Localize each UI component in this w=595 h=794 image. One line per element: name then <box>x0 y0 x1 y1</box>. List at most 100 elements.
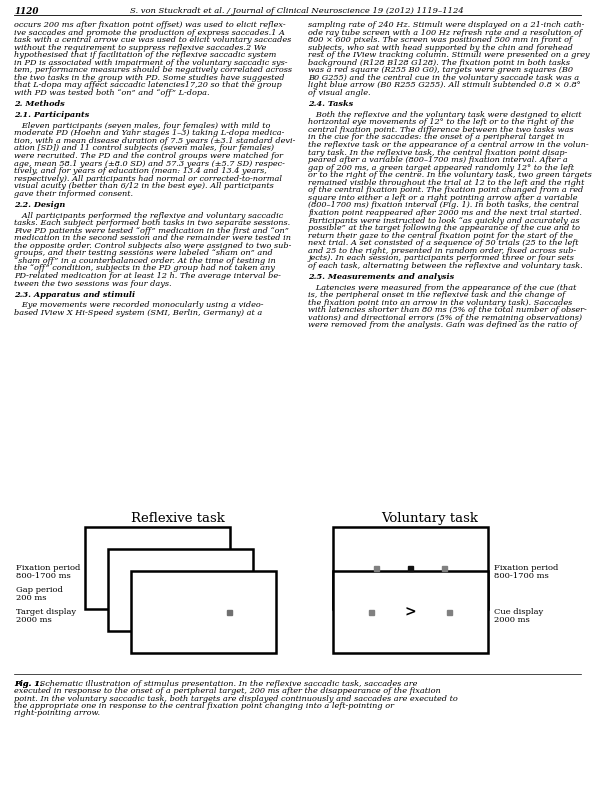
Text: Fig. 1.: Fig. 1. <box>14 680 43 688</box>
Text: were recruited. The PD and the control groups were matched for: were recruited. The PD and the control g… <box>14 152 283 160</box>
Text: age, mean 58.1 years (±8.0 SD) and 57.3 years (±5.7 SD) respec-: age, mean 58.1 years (±8.0 SD) and 57.3 … <box>14 160 285 168</box>
Text: Both the reflexive and the voluntary task were designed to elicit: Both the reflexive and the voluntary tas… <box>308 111 581 119</box>
Bar <box>162 565 167 571</box>
Text: subjects, who sat with head supported by the chin and forehead: subjects, who sat with head supported by… <box>308 44 573 52</box>
Text: medication in the second session and the remainder were tested in: medication in the second session and the… <box>14 234 291 242</box>
Text: “sham off” in a counterbalanced order. At the time of testing in: “sham off” in a counterbalanced order. A… <box>14 257 275 265</box>
Text: respectively). All participants had normal or corrected-to-normal: respectively). All participants had norm… <box>14 175 282 183</box>
Text: Schematic illustration of stimulus presentation. In the reflexive saccadic task,: Schematic illustration of stimulus prese… <box>37 680 418 688</box>
Text: possible” at the target following the appearance of the cue and to: possible” at the target following the ap… <box>308 224 580 232</box>
Text: gave their informed consent.: gave their informed consent. <box>14 190 133 198</box>
Text: the appropriate one in response to the central fixation point changing into a le: the appropriate one in response to the c… <box>14 702 394 710</box>
Text: All participants performed the reflexive and voluntary saccadic: All participants performed the reflexive… <box>14 212 283 220</box>
Text: of the central fixation point. The fixation point changed from a red: of the central fixation point. The fixat… <box>308 187 583 195</box>
Text: 1120: 1120 <box>14 7 39 16</box>
Text: without the requirement to suppress reflexive saccades.2 We: without the requirement to suppress refl… <box>14 44 266 52</box>
Text: central fixation point. The difference between the two tasks was: central fixation point. The difference b… <box>308 126 574 134</box>
Text: 800 × 600 pixels. The screen was positioned 500 mm in front of: 800 × 600 pixels. The screen was positio… <box>308 36 572 44</box>
Text: square into either a left or a right pointing arrow after a variable: square into either a left or a right poi… <box>308 194 578 202</box>
Bar <box>333 571 488 653</box>
Text: 2000 ms: 2000 ms <box>494 616 530 624</box>
Text: that L-dopa may affect saccadic latencies17,20 so that the group: that L-dopa may affect saccadic latencie… <box>14 82 282 90</box>
Text: ive saccades and promote the production of express saccades.1 A: ive saccades and promote the production … <box>14 29 285 37</box>
Text: tary task. In the reflexive task, the central fixation point disap-: tary task. In the reflexive task, the ce… <box>308 148 568 156</box>
Text: vations) and directional errors (5% of the remaining observations): vations) and directional errors (5% of t… <box>308 314 582 322</box>
Text: Fixation period: Fixation period <box>494 564 558 572</box>
Text: light blue arrow (B0 R255 G255). All stimuli subtended 0.8 × 0.8°: light blue arrow (B0 R255 G255). All sti… <box>308 82 581 90</box>
Text: in PD is associated with impairment of the voluntary saccadic sys-: in PD is associated with impairment of t… <box>14 59 287 67</box>
Bar <box>374 565 379 571</box>
Bar <box>85 527 230 609</box>
Text: point. In the voluntary saccadic task, both targets are displayed continuously a: point. In the voluntary saccadic task, b… <box>14 695 458 703</box>
Text: PD-related medication for at least 12 h. The average interval be-: PD-related medication for at least 12 h.… <box>14 272 281 280</box>
Text: Fixation period: Fixation period <box>16 564 80 572</box>
Text: task with a central arrow cue was used to elicit voluntary saccades: task with a central arrow cue was used t… <box>14 36 291 44</box>
Text: based IView X Hi-Speed system (SMI, Berlin, Germany) at a: based IView X Hi-Speed system (SMI, Berl… <box>14 309 262 317</box>
Text: Target display: Target display <box>16 608 76 616</box>
Text: horizontal eye movements of 12° to the left or to the right of the: horizontal eye movements of 12° to the l… <box>308 118 574 126</box>
Text: Voluntary task: Voluntary task <box>381 512 478 525</box>
Text: of each task, alternating between the reflexive and voluntary task.: of each task, alternating between the re… <box>308 262 583 270</box>
Text: 2. Methods: 2. Methods <box>14 100 65 108</box>
Text: visual acuity (better than 6/12 in the best eye). All participants: visual acuity (better than 6/12 in the b… <box>14 182 274 191</box>
Text: with latencies shorter than 80 ms (5% of the total number of obser-: with latencies shorter than 80 ms (5% of… <box>308 306 587 314</box>
Text: 2.2. Design: 2.2. Design <box>14 201 65 209</box>
Text: the “off” condition, subjects in the PD group had not taken any: the “off” condition, subjects in the PD … <box>14 264 275 272</box>
Text: gap of 200 ms, a green target appeared randomly 12° to the left: gap of 200 ms, a green target appeared r… <box>308 164 574 172</box>
Text: Fig. 1.: Fig. 1. <box>14 680 43 688</box>
Text: was a red square (R255 B0 G0), targets were green squares (B0: was a red square (R255 B0 G0), targets w… <box>308 67 573 75</box>
Bar <box>227 610 232 615</box>
Text: >: > <box>405 605 416 619</box>
Text: 800-1700 ms: 800-1700 ms <box>494 572 549 580</box>
Text: 800-1700 ms: 800-1700 ms <box>16 572 71 580</box>
Text: Eye movements were recorded monocularly using a video-: Eye movements were recorded monocularly … <box>14 302 264 310</box>
Text: 2000 ms: 2000 ms <box>16 616 52 624</box>
Text: next trial. A set consisted of a sequence of 50 trials (25 to the left: next trial. A set consisted of a sequenc… <box>308 239 578 247</box>
Text: hypothesised that if facilitation of the reflexive saccadic system: hypothesised that if facilitation of the… <box>14 51 276 60</box>
Text: 200 ms: 200 ms <box>16 594 46 602</box>
Text: Gap period: Gap period <box>16 586 63 594</box>
Text: occurs 200 ms after fixation point offset) was used to elicit reflex-: occurs 200 ms after fixation point offse… <box>14 21 286 29</box>
Text: 2.5. Measurements and analysis: 2.5. Measurements and analysis <box>308 273 454 281</box>
Text: is, the peripheral onset in the reflexive task and the change of: is, the peripheral onset in the reflexiv… <box>308 291 565 299</box>
Text: right-pointing arrow.: right-pointing arrow. <box>14 709 100 717</box>
Text: the two tasks in the group with PD. Some studies have suggested: the two tasks in the group with PD. Some… <box>14 74 284 82</box>
Text: tively, and for years of education (mean: 13.4 and 13.4 years,: tively, and for years of education (mean… <box>14 167 267 175</box>
Text: tween the two sessions was four days.: tween the two sessions was four days. <box>14 279 171 287</box>
Text: Cue display: Cue display <box>494 608 543 616</box>
Text: Latencies were measured from the appearance of the cue (that: Latencies were measured from the appeara… <box>308 283 577 291</box>
Text: fixation point reappeared after 2000 ms and the next trial started.: fixation point reappeared after 2000 ms … <box>308 209 582 217</box>
Text: return their gaze to the central fixation point for the start of the: return their gaze to the central fixatio… <box>308 232 573 240</box>
Text: or to the right of the centre. In the voluntary task, two green targets: or to the right of the centre. In the vo… <box>308 172 592 179</box>
Text: the reflexive task or the appearance of a central arrow in the volun-: the reflexive task or the appearance of … <box>308 141 588 149</box>
Text: jects). In each session, participants performed three or four sets: jects). In each session, participants pe… <box>308 254 574 262</box>
Text: moderate PD (Hoehn and Yahr stages 1–3) taking L-dopa medica-: moderate PD (Hoehn and Yahr stages 1–3) … <box>14 129 284 137</box>
Bar <box>442 565 447 571</box>
Text: background (R128 B128 G128). The fixation point in both tasks: background (R128 B128 G128). The fixatio… <box>308 59 570 67</box>
Text: (800–1700 ms) fixation interval (Fig. 1). In both tasks, the central: (800–1700 ms) fixation interval (Fig. 1)… <box>308 202 579 210</box>
Text: Reflexive task: Reflexive task <box>131 512 225 525</box>
Text: sampling rate of 240 Hz. Stimuli were displayed on a 21-inch cath-: sampling rate of 240 Hz. Stimuli were di… <box>308 21 584 29</box>
Text: groups, and their testing sessions were labeled “sham on” and: groups, and their testing sessions were … <box>14 249 273 257</box>
Text: remained visible throughout the trial at 12 to the left and the right: remained visible throughout the trial at… <box>308 179 584 187</box>
Text: tem, performance measures should be negatively correlated across: tem, performance measures should be nega… <box>14 67 292 75</box>
Bar <box>131 571 276 653</box>
Text: tasks. Each subject performed both tasks in two separate sessions.: tasks. Each subject performed both tasks… <box>14 219 290 227</box>
Bar <box>369 610 374 615</box>
Bar <box>447 610 452 615</box>
Text: Participants were instructed to look “as quickly and accurately as: Participants were instructed to look “as… <box>308 217 580 225</box>
Text: rest of the IView tracking column. Stimuli were presented on a grey: rest of the IView tracking column. Stimu… <box>308 51 590 60</box>
Text: peared after a variable (800–1700 ms) fixation interval. After a: peared after a variable (800–1700 ms) fi… <box>308 156 568 164</box>
Text: ode ray tube screen with a 100 Hz refresh rate and a resolution of: ode ray tube screen with a 100 Hz refres… <box>308 29 582 37</box>
Text: ation [SD]) and 11 control subjects (seven males, four females): ation [SD]) and 11 control subjects (sev… <box>14 145 274 152</box>
Bar <box>108 549 253 631</box>
Text: Eleven participants (seven males, four females) with mild to: Eleven participants (seven males, four f… <box>14 121 270 129</box>
Text: 2.3. Apparatus and stimuli: 2.3. Apparatus and stimuli <box>14 291 135 299</box>
Text: tion, with a mean disease duration of 7.5 years (±3.1 standard devi-: tion, with a mean disease duration of 7.… <box>14 137 295 145</box>
Text: Five PD patients were tested “off” medication in the first and “on”: Five PD patients were tested “off” medic… <box>14 227 289 235</box>
Text: the opposite order. Control subjects also were assigned to two sub-: the opposite order. Control subjects als… <box>14 242 292 250</box>
Text: of visual angle.: of visual angle. <box>308 89 371 97</box>
Bar <box>408 565 413 571</box>
Text: with PD was tested both “on” and “off” L-dopa.: with PD was tested both “on” and “off” L… <box>14 89 209 97</box>
Text: were removed from the analysis. Gain was defined as the ratio of: were removed from the analysis. Gain was… <box>308 322 577 330</box>
